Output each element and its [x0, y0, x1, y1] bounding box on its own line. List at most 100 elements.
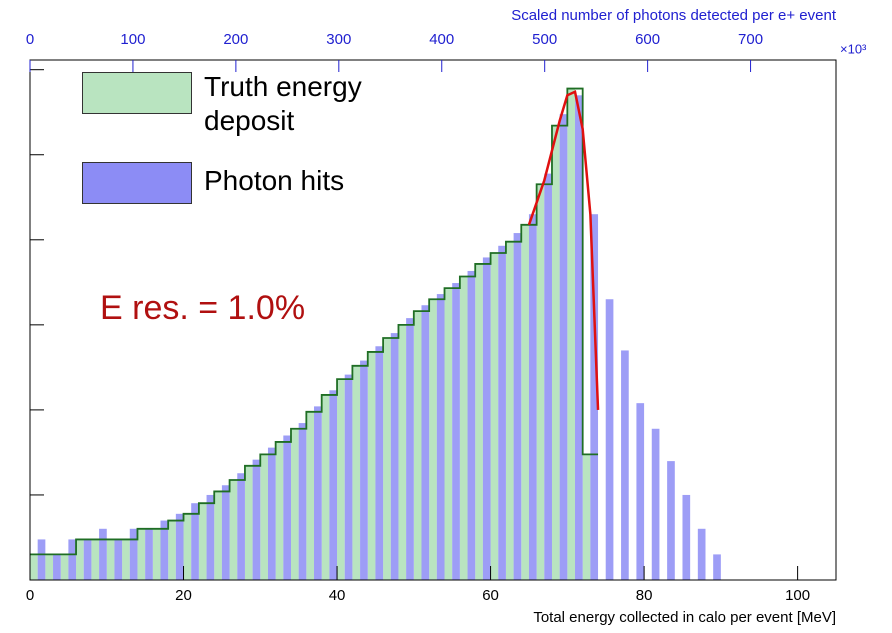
bar [651, 428, 660, 580]
bar [106, 539, 115, 580]
bar [252, 459, 261, 580]
x2-unit: ×10³ [840, 41, 867, 56]
legend-swatch [82, 162, 192, 204]
x-tick-label: 20 [175, 587, 192, 604]
bar [383, 338, 391, 580]
bar [37, 539, 46, 580]
x-tick-label: 60 [482, 587, 499, 604]
bar [183, 513, 192, 580]
bar [605, 299, 614, 580]
bar [475, 263, 483, 580]
bar [636, 403, 645, 580]
bar [314, 406, 322, 580]
bar [482, 257, 491, 580]
bar [360, 360, 368, 580]
bar [145, 528, 153, 580]
bar [237, 473, 245, 580]
bar [45, 554, 54, 580]
bar [459, 276, 468, 580]
annotation: E res. = 1.0% [100, 289, 305, 327]
bar [321, 394, 330, 580]
bar [352, 365, 361, 580]
legend-swatch [82, 72, 192, 114]
bar [413, 311, 422, 580]
bar [575, 95, 583, 581]
bar [229, 479, 238, 580]
bar [214, 491, 222, 580]
bar [76, 539, 84, 580]
x2-tick-label: 600 [635, 31, 660, 48]
bar [536, 184, 545, 580]
bar [713, 554, 721, 580]
plot-frame [29, 59, 837, 581]
x2-tick-label: 500 [532, 31, 557, 48]
bar [53, 554, 61, 580]
bar [398, 324, 407, 580]
bar [344, 374, 353, 580]
legend-label: Truth energy deposit [204, 71, 362, 136]
bar [244, 465, 253, 580]
bar [621, 350, 629, 580]
bar [114, 539, 123, 580]
x2-axis-title: Scaled number of photons detected per e+… [511, 7, 837, 24]
bar [490, 252, 499, 580]
bar [582, 454, 591, 580]
bar [260, 454, 268, 580]
bar [544, 173, 552, 580]
bar [505, 241, 514, 581]
bar [551, 125, 560, 580]
bar [298, 423, 307, 580]
bar [521, 224, 529, 581]
x-tick-label: 100 [785, 587, 810, 604]
fit-curve [527, 89, 600, 410]
bar [452, 283, 460, 580]
bar [68, 539, 77, 580]
x2-tick-label: 0 [26, 31, 34, 48]
bar [129, 528, 138, 580]
x2-tick-label: 300 [326, 31, 351, 48]
bar [682, 494, 691, 580]
bar [406, 318, 414, 580]
x2-tick-label: 100 [120, 31, 145, 48]
bar [191, 503, 199, 580]
bar [152, 528, 161, 580]
x2-tick-label: 400 [429, 31, 454, 48]
bar [221, 485, 230, 580]
bar [99, 528, 107, 580]
bar [206, 494, 215, 580]
bar [198, 503, 207, 580]
bar [283, 435, 291, 580]
bar [290, 428, 299, 580]
bar [367, 351, 376, 580]
bar [444, 288, 453, 580]
bar [390, 333, 399, 580]
bar [329, 390, 338, 580]
bar [559, 114, 568, 581]
bar [122, 539, 130, 580]
bar [567, 88, 576, 580]
bar [160, 520, 169, 580]
truth-outline [30, 87, 599, 556]
bar [436, 294, 445, 580]
bar [168, 520, 176, 580]
x-tick-label: 80 [636, 587, 653, 604]
bar [83, 539, 92, 580]
bar [498, 245, 506, 580]
bar [467, 270, 476, 580]
x-tick-label: 40 [329, 587, 346, 604]
bar [513, 233, 522, 580]
bar [590, 214, 599, 580]
x-tick-label: 0 [26, 587, 34, 604]
x-axis-title: Total energy collected in calo per event… [533, 609, 836, 626]
bar [275, 441, 284, 580]
bar [30, 554, 38, 580]
bar [137, 528, 146, 580]
bar [528, 214, 537, 580]
bar [175, 513, 184, 580]
legend-label: Photon hits [204, 165, 345, 196]
bar [697, 528, 706, 580]
bar [306, 411, 315, 580]
bar [267, 447, 276, 580]
